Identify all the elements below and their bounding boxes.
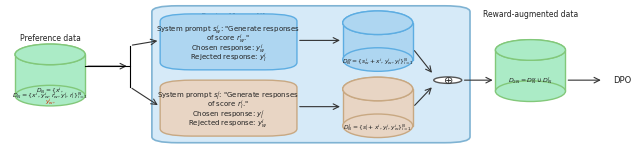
FancyBboxPatch shape: [152, 6, 470, 143]
Text: $D^l_N = \{s^i_l + x^i, y^i_l, y^i_w\}^N_{i=1}$: $D^l_N = \{s^i_l + x^i, y^i_l, y^i_w\}^N…: [343, 122, 412, 133]
FancyBboxPatch shape: [160, 80, 297, 136]
Polygon shape: [15, 54, 85, 96]
Ellipse shape: [343, 11, 413, 34]
Circle shape: [434, 77, 461, 83]
Ellipse shape: [495, 40, 566, 60]
Ellipse shape: [343, 114, 413, 138]
Ellipse shape: [15, 44, 85, 65]
Text: $D_N = \{x^i, y^i_w, r^i_w, y^i_l, r^i_l\}^N_{i=1}$: $D_N = \{x^i, y^i_w, r^i_w, y^i_l, r^i_l…: [12, 90, 88, 101]
Text: System prompt $s^i_l$: "Generate responses: System prompt $s^i_l$: "Generate respons…: [157, 90, 299, 103]
Text: $D_N = \{x^i,\,$: $D_N = \{x^i,\,$: [36, 86, 64, 96]
Ellipse shape: [495, 40, 566, 60]
Polygon shape: [495, 50, 566, 91]
Text: Chosen response: $y^i_w$: Chosen response: $y^i_w$: [191, 43, 266, 56]
Text: Chosen response: $y^i_l$: Chosen response: $y^i_l$: [192, 109, 264, 122]
Text: DPO: DPO: [614, 76, 632, 85]
Ellipse shape: [495, 81, 566, 102]
Ellipse shape: [343, 48, 413, 71]
Text: For $i \in \{1, ..., N\}$: For $i \in \{1, ..., N\}$: [200, 12, 267, 24]
Text: of score $r^i_w$.": of score $r^i_w$.": [206, 32, 250, 46]
Text: Rejected response: $y^i_w$: Rejected response: $y^i_w$: [188, 118, 268, 131]
FancyBboxPatch shape: [160, 14, 297, 70]
Text: Reward-augmented data: Reward-augmented data: [483, 10, 578, 19]
Text: of score $r^i_l$.": of score $r^i_l$.": [207, 99, 249, 112]
Ellipse shape: [15, 44, 85, 65]
Ellipse shape: [15, 85, 85, 106]
Polygon shape: [343, 89, 413, 126]
Text: $\oplus$: $\oplus$: [443, 75, 453, 86]
Text: $D_{2N} = D^w_N \cup D^l_N$: $D_{2N} = D^w_N \cup D^l_N$: [508, 75, 553, 86]
Text: $D^w_N = \{s^i_w + x^i, y^i_w, y^i_l\}^N_{i=1}$: $D^w_N = \{s^i_w + x^i, y^i_w, y^i_l\}^N…: [342, 56, 413, 67]
Text: Rejected response: $y^i_l$: Rejected response: $y^i_l$: [189, 51, 267, 65]
Ellipse shape: [343, 77, 413, 101]
Text: Preference data: Preference data: [20, 34, 81, 43]
Text: System prompt $s^i_w$: "Generate responses: System prompt $s^i_w$: "Generate respons…: [156, 23, 300, 37]
Ellipse shape: [343, 11, 413, 34]
Ellipse shape: [343, 77, 413, 101]
Polygon shape: [343, 23, 413, 60]
Text: $y^i_w,$: $y^i_w,$: [45, 96, 56, 107]
